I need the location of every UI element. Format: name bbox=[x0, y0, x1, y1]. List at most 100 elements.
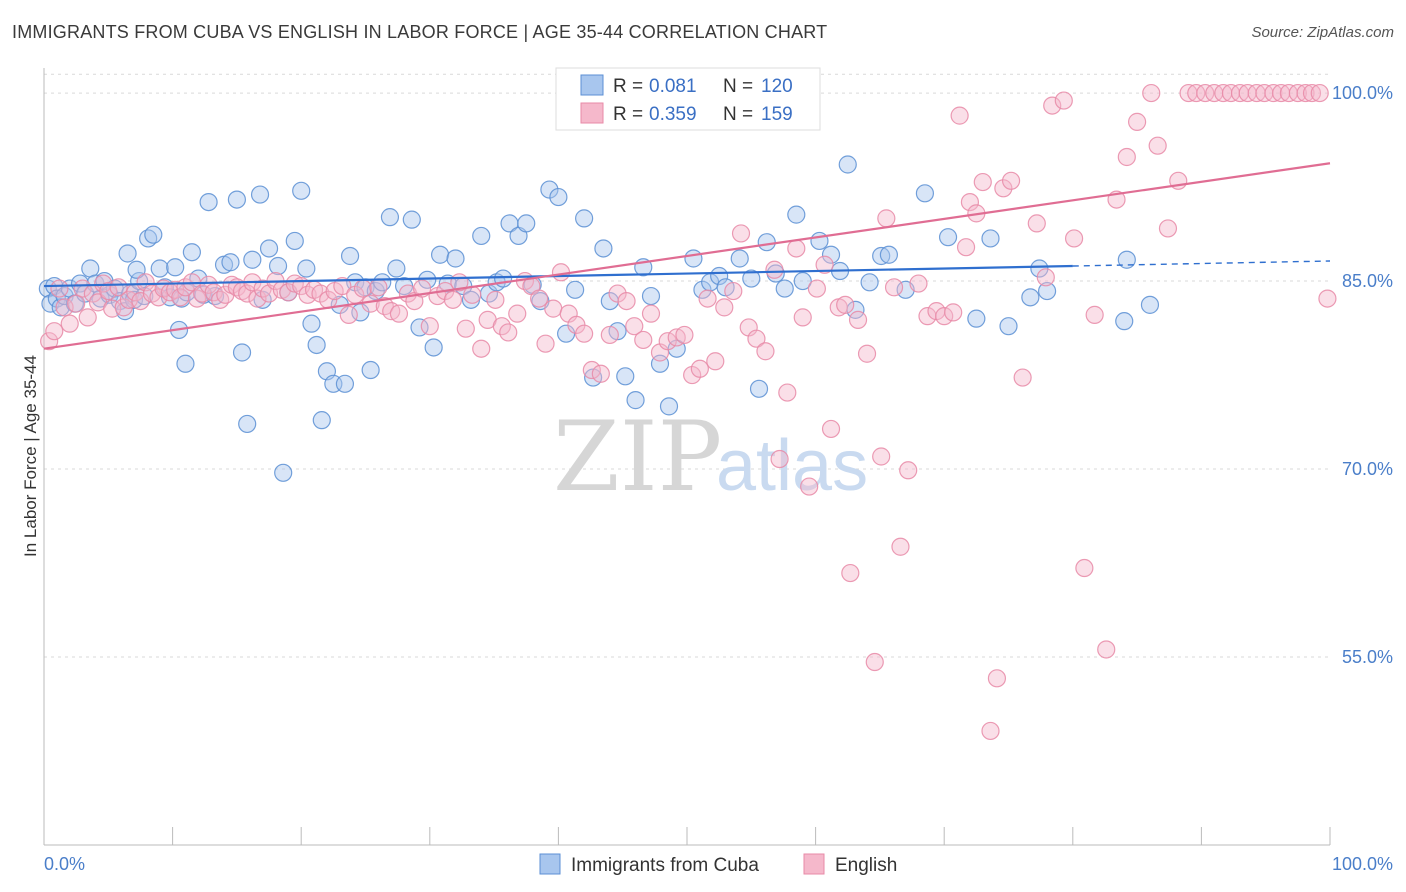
data-point bbox=[387, 259, 406, 278]
data-point bbox=[1115, 312, 1134, 331]
data-point bbox=[268, 256, 288, 276]
trend-lines bbox=[43, 162, 1331, 350]
data-point bbox=[634, 330, 653, 350]
data-point bbox=[778, 383, 797, 402]
bottom-legend-swatch-english bbox=[803, 853, 825, 875]
data-point bbox=[339, 305, 358, 324]
legend-r-value-cuba: 0.081 bbox=[649, 76, 697, 97]
data-point bbox=[600, 325, 619, 345]
data-point bbox=[144, 225, 163, 244]
data-point bbox=[1310, 83, 1329, 103]
data-point bbox=[333, 276, 352, 296]
data-point bbox=[1140, 295, 1160, 314]
data-point bbox=[747, 329, 766, 348]
data-point bbox=[999, 317, 1018, 336]
data-point bbox=[684, 249, 703, 268]
data-point bbox=[626, 391, 645, 410]
data-point bbox=[860, 273, 879, 292]
data-point bbox=[78, 308, 97, 327]
data-point bbox=[950, 106, 969, 125]
data-point bbox=[50, 279, 69, 298]
data-point bbox=[793, 308, 812, 327]
data-point bbox=[380, 208, 400, 227]
legend-n-value-cuba: 120 bbox=[761, 76, 793, 97]
legend-swatch-cuba bbox=[580, 74, 604, 96]
data-point bbox=[591, 364, 610, 383]
legend-n-label-english: N = bbox=[723, 104, 753, 125]
trend-line-extension bbox=[1072, 260, 1331, 267]
data-point bbox=[757, 233, 776, 252]
data-point bbox=[787, 239, 806, 258]
data-point bbox=[150, 259, 169, 278]
data-point bbox=[430, 245, 450, 264]
data-point bbox=[1043, 96, 1062, 115]
data-point bbox=[730, 249, 749, 268]
data-point bbox=[472, 226, 491, 246]
data-point bbox=[1127, 112, 1147, 131]
data-point bbox=[187, 289, 207, 308]
data-point bbox=[221, 253, 240, 272]
data-point bbox=[243, 250, 262, 269]
data-point bbox=[55, 298, 74, 317]
data-point bbox=[297, 259, 316, 278]
legend-swatch-english bbox=[580, 102, 604, 124]
bottom-legend-label-english: English bbox=[835, 855, 897, 876]
data-point bbox=[899, 461, 918, 480]
watermark-zip: ZIP bbox=[553, 401, 722, 513]
data-point bbox=[361, 360, 380, 380]
legend-r-label-cuba: R = bbox=[613, 76, 643, 97]
data-point bbox=[566, 280, 585, 299]
legend-r-label-english: R = bbox=[613, 104, 643, 125]
data-point bbox=[872, 246, 891, 266]
data-point bbox=[67, 294, 86, 313]
data-point bbox=[956, 238, 976, 257]
data-point bbox=[335, 374, 355, 393]
data-point bbox=[544, 299, 563, 318]
x-tick-label-max: 100.0% bbox=[1332, 854, 1393, 874]
y-tick-label: 85.0% bbox=[1342, 271, 1393, 291]
data-point bbox=[118, 244, 137, 263]
data-point bbox=[443, 290, 463, 309]
data-point bbox=[45, 322, 64, 341]
data-point bbox=[499, 323, 518, 342]
data-point bbox=[369, 278, 388, 297]
data-point bbox=[675, 325, 694, 345]
data-point bbox=[472, 339, 491, 358]
data-point bbox=[1318, 289, 1337, 308]
data-point bbox=[967, 309, 986, 328]
data-point bbox=[1142, 83, 1161, 103]
y-axis-label: In Labor Force | Age 35-44 bbox=[21, 355, 40, 557]
data-point bbox=[103, 299, 122, 318]
data-point bbox=[1097, 640, 1116, 659]
data-point bbox=[659, 397, 679, 416]
legend-n-label-cuba: N = bbox=[723, 76, 753, 97]
data-point bbox=[960, 192, 980, 212]
data-point bbox=[1296, 83, 1315, 103]
data-point bbox=[1288, 83, 1307, 103]
data-point bbox=[807, 279, 826, 298]
data-point bbox=[307, 335, 326, 355]
data-point bbox=[127, 260, 146, 279]
data-point bbox=[149, 288, 168, 307]
data-point bbox=[690, 359, 709, 378]
data-point bbox=[40, 332, 59, 351]
data-point bbox=[775, 279, 794, 298]
data-point bbox=[340, 246, 360, 266]
data-point bbox=[724, 281, 743, 301]
data-point bbox=[800, 477, 819, 496]
data-point bbox=[865, 652, 884, 672]
data-point bbox=[1148, 136, 1167, 155]
data-point bbox=[389, 304, 409, 323]
x-tick-labels: 0.0% 100.0% bbox=[44, 854, 1393, 874]
data-point bbox=[1117, 250, 1136, 269]
data-point bbox=[508, 304, 527, 323]
data-point bbox=[494, 269, 513, 288]
data-point bbox=[302, 314, 321, 333]
data-point bbox=[987, 669, 1007, 688]
data-point bbox=[424, 338, 443, 357]
data-point bbox=[872, 447, 891, 466]
data-point bbox=[884, 278, 904, 297]
data-point bbox=[517, 214, 536, 233]
data-point bbox=[285, 231, 304, 251]
